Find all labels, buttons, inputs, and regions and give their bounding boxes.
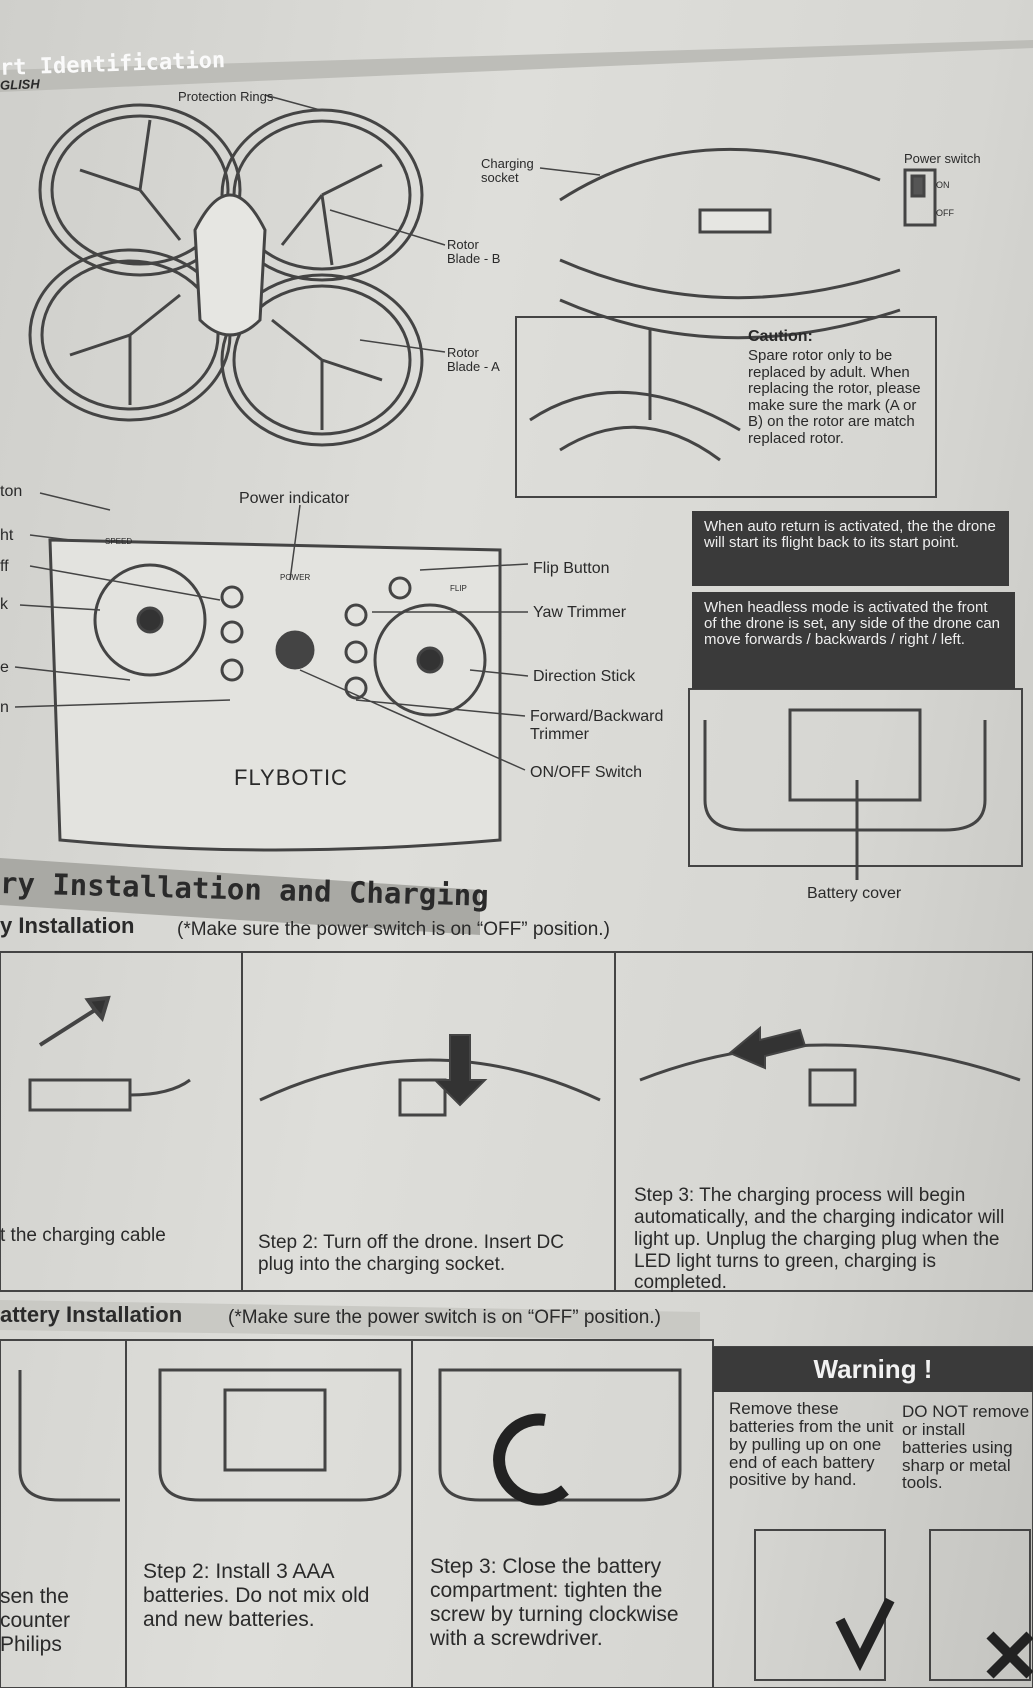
- note-box: When headless mode is activated the fron…: [692, 592, 1015, 689]
- remote-label: ff: [0, 558, 9, 575]
- button-label: SPEED: [105, 537, 133, 546]
- step-text: Step 2: Install 3 AAA batteries. Do not …: [143, 1560, 370, 1632]
- leader-lines: [14, 94, 601, 771]
- step-text: Step 3: Close the battery compartment: t…: [430, 1555, 679, 1651]
- remote-label: Power indicator: [239, 490, 350, 507]
- remote-drawing: [48, 538, 502, 852]
- caution-title: Caution:: [748, 328, 813, 345]
- drone-side: [559, 147, 937, 340]
- switch-label: OFF: [936, 208, 954, 218]
- part-label: Charging socket: [481, 156, 534, 186]
- remote-label: e: [0, 659, 9, 676]
- step-text: Step 3: The charging process will begin …: [634, 1185, 1005, 1294]
- charging-panels: [0, 951, 1033, 1292]
- subsection-title: attery Installation: [0, 1302, 183, 1327]
- remote-label: Forward/Backward Trimmer: [530, 708, 664, 743]
- subsection-note: (*Make sure the power switch is on “OFF”…: [177, 919, 610, 940]
- switch-label: ON: [936, 180, 950, 190]
- remote-label: k: [0, 596, 8, 613]
- step-text: Step 2: Turn off the drone. Insert DC pl…: [258, 1232, 564, 1275]
- remote-label: ton: [0, 483, 23, 500]
- note-box: When auto return is activated, the the d…: [692, 511, 1009, 586]
- remote-label: Yaw Trimmer: [533, 604, 627, 621]
- part-label: Battery cover: [807, 885, 902, 902]
- remote-label: Direction Stick: [533, 668, 636, 685]
- drone-top: [28, 103, 424, 447]
- remote-label: Flip Button: [533, 560, 610, 577]
- remote-label: n: [0, 699, 9, 716]
- warning-text: DO NOT remove or install batteries using…: [902, 1402, 1030, 1493]
- remote-label: ON/OFF Switch: [530, 764, 643, 781]
- remote-label: ht: [0, 527, 14, 544]
- caution-box: [515, 316, 937, 498]
- warning-text: Remove these batteries from the unit by …: [729, 1399, 894, 1490]
- part-label: Protection Rings: [178, 89, 274, 104]
- step-text: t the charging cable: [0, 1225, 166, 1246]
- step-text: sen the counter Philips: [0, 1585, 71, 1657]
- part-label: Power switch: [904, 151, 981, 166]
- brand-logo: FLYBOTIC: [234, 765, 348, 790]
- part-label: Rotor Blade - A: [447, 345, 500, 375]
- button-label: POWER: [280, 573, 311, 582]
- warning-title: Warning !: [813, 1354, 933, 1384]
- subsection-note: (*Make sure the power switch is on “OFF”…: [228, 1307, 661, 1328]
- part-label: Rotor Blade - B: [447, 237, 501, 267]
- caution-text: Spare rotor only to be replaced by adult…: [748, 347, 921, 447]
- button-label: FLIP: [450, 584, 467, 593]
- subsection-title: y Installation: [0, 913, 135, 938]
